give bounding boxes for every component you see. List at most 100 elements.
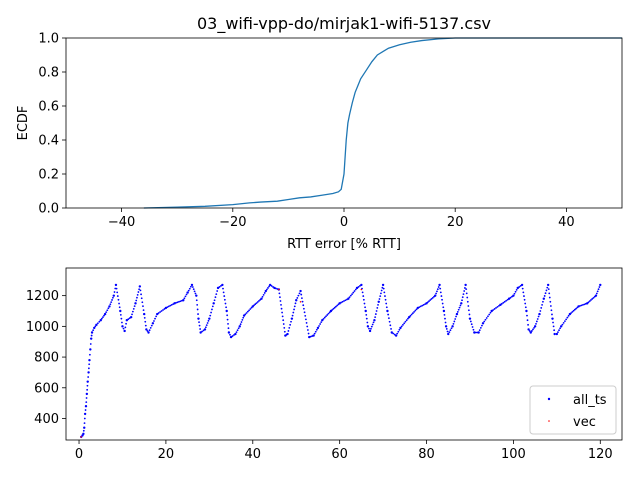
all-ts-trace-dot [365,317,368,320]
all-ts-trace-dot [222,287,224,290]
all-ts-trace-dot [371,323,374,326]
all-ts-point [216,286,220,290]
all-ts-trace-dot [226,318,229,321]
all-ts-trace-dot [204,326,207,329]
all-ts-point [238,325,241,328]
all-ts-point [299,289,302,293]
legend-marker-all-ts [547,397,551,401]
all-ts-trace-dot [301,300,304,303]
all-ts-trace-dot [170,303,173,306]
all-ts-trace-dot [283,330,286,333]
all-ts-point [444,325,448,328]
all-ts-trace-dot [542,300,544,303]
all-ts-point [234,332,237,336]
all-ts-trace-dot [333,306,336,309]
all-ts-trace-dot [515,288,518,291]
ecdf-y-tick-label: 0.2 [38,168,59,183]
all-ts-trace-dot [488,313,491,316]
all-ts-point [477,331,480,334]
all-ts-trace-dot [184,295,187,298]
all-ts-trace-dot [502,301,505,304]
all-ts-trace-dot [533,326,535,329]
all-ts-point [533,325,537,328]
all-ts-trace-dot [375,310,378,312]
all-ts-trace-dot [384,298,387,301]
all-ts-trace-dot [596,290,599,293]
timeseries-y-tick-label: 600 [34,381,59,396]
all-ts-trace-dot [536,318,539,320]
all-ts-trace-dot [139,289,142,292]
ecdf-y-axis-label: ECDF [16,106,31,141]
all-ts-trace-dot [258,300,260,302]
all-ts-trace-dot [478,329,481,332]
timeseries-x-tick-label: 80 [418,447,435,462]
all-ts-point [538,312,541,316]
all-ts-trace-dot [115,287,118,290]
all-ts-trace-dot [287,330,290,332]
all-ts-trace-dot [289,323,292,326]
all-ts-trace-dot [572,309,575,312]
all-ts-point [355,286,359,290]
all-ts-trace-dot [397,330,400,333]
all-ts-trace-dot [305,318,307,321]
all-ts-point [260,297,263,300]
all-ts-trace-dot [210,311,212,314]
all-ts-trace-dot [199,328,202,330]
all-ts-trace-dot [461,296,464,299]
all-ts-trace-dot [88,363,91,366]
all-ts-trace-dot [469,320,472,323]
all-ts-trace-dot [183,297,186,300]
all-ts-trace-dot [268,285,270,288]
all-ts-trace-dot [138,288,141,291]
all-ts-point [99,319,102,322]
all-ts-trace-dot [85,401,88,404]
timeseries-y-tick-label: 800 [34,351,59,366]
timeseries-y-tick-label: 1000 [26,320,59,335]
all-ts-trace-dot [443,313,446,316]
all-ts-trace-dot [224,302,227,305]
all-ts-trace-dot [117,298,120,301]
all-ts-trace-dot [249,308,252,310]
legend-label-all-ts: all_ts [573,393,607,408]
all-ts-trace-dot [429,299,432,301]
all-ts-trace-dot [414,309,417,312]
all-ts-trace-dot [122,327,125,330]
all-ts-trace-dot [111,299,113,301]
all-ts-point [594,294,598,297]
all-ts-trace-dot [116,291,119,294]
all-ts-trace-dot [304,314,307,317]
all-ts-trace-dot [411,312,414,315]
all-ts-trace-dot [570,312,573,314]
all-ts-trace-dot [94,325,97,328]
all-ts-point [103,312,107,316]
all-ts-trace-dot [528,330,531,332]
all-ts-trace-dot [293,305,296,308]
all-ts-point [527,328,530,331]
all-ts-point [95,323,98,327]
all-ts-trace-dot [484,318,487,321]
all-ts-trace-dot [214,296,217,299]
all-ts-trace-dot [124,326,127,329]
all-ts-trace-dot [113,291,116,293]
all-ts-trace-dot [357,286,360,288]
ecdf-x-tick-label: 0 [340,215,348,230]
all-ts-trace-dot [592,296,595,299]
all-ts-trace-dot [539,310,542,312]
all-ts-trace-dot [377,303,379,306]
all-ts-trace-dot [235,331,238,334]
ecdf-y-tick-label: 0.6 [38,100,59,115]
all-ts-point [295,299,298,302]
all-ts-point [147,331,150,334]
all-ts-trace-dot [352,291,355,294]
all-ts-trace-dot [280,307,283,310]
all-ts-trace-dot [467,309,470,312]
all-ts-trace-dot [548,292,551,295]
timeseries-x-tick-label: 60 [331,447,348,462]
all-ts-trace-dot [551,313,553,316]
all-ts-trace-dot [245,312,248,314]
all-ts-point [83,412,87,416]
all-ts-trace-dot [187,289,190,292]
all-ts-point [84,405,88,408]
all-ts-point [481,322,485,325]
all-ts-trace-dot [102,316,104,319]
